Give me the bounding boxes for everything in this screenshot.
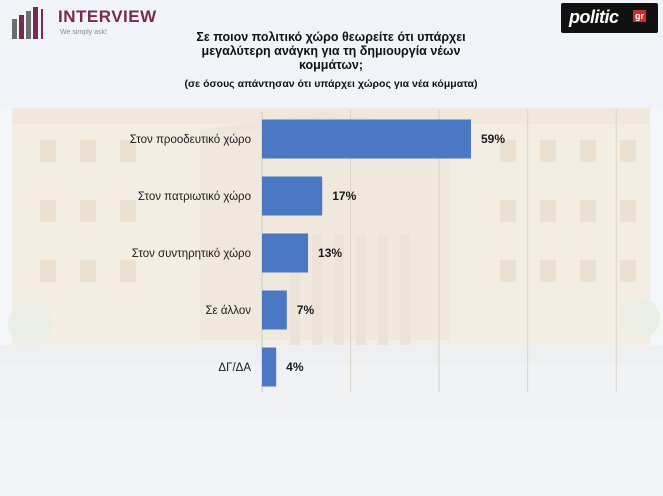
chart-subtitle: (σε όσους απάντησαν ότι υπάρχει χώρος γι… — [184, 78, 478, 90]
chart-title-line-3: κομμάτων; — [298, 58, 364, 72]
bar-3 — [262, 233, 309, 273]
bar-4 — [262, 290, 287, 330]
chart-title-line-1: Σε ποιον πολιτικό χώρο θεωρείτε ότι υπάρ… — [196, 30, 466, 44]
value-label-2: 17% — [332, 189, 356, 203]
value-label-3: 13% — [318, 246, 342, 260]
value-label-1: 59% — [481, 132, 505, 146]
category-label-5: ΔΓ/ΔΑ — [218, 362, 251, 374]
interview-logo-tagline: We simply ask! — [60, 29, 107, 36]
interview-logo-mark-icon — [12, 7, 43, 39]
interview-logo-name: INTERVIEW — [58, 7, 157, 26]
interview-logo: INTERVIEW We simply ask! — [10, 5, 170, 41]
category-label-1: Στον προοδευτικό χώρο — [130, 134, 251, 146]
category-label-3: Στον συντηρητικό χώρο — [132, 248, 251, 260]
bar-2 — [262, 176, 323, 216]
politic-logo: politic gr — [561, 3, 658, 33]
chart-title-line-2: μεγαλύτερη ανάγκη για τη δημιουργία νέων — [201, 44, 461, 58]
bar-5 — [262, 347, 277, 387]
politic-logo-name: politic — [569, 7, 619, 27]
politic-logo-suffix: gr — [633, 10, 646, 22]
category-label-2: Στον πατριωτικό χώρο — [138, 191, 251, 203]
bar-1 — [262, 119, 471, 159]
value-label-5: 4% — [286, 360, 304, 374]
chart-title: Σε ποιον πολιτικό χώρο θεωρείτε ότι υπάρ… — [150, 30, 512, 72]
value-label-4: 7% — [297, 303, 315, 317]
category-label-4: Σε άλλον — [205, 305, 251, 317]
